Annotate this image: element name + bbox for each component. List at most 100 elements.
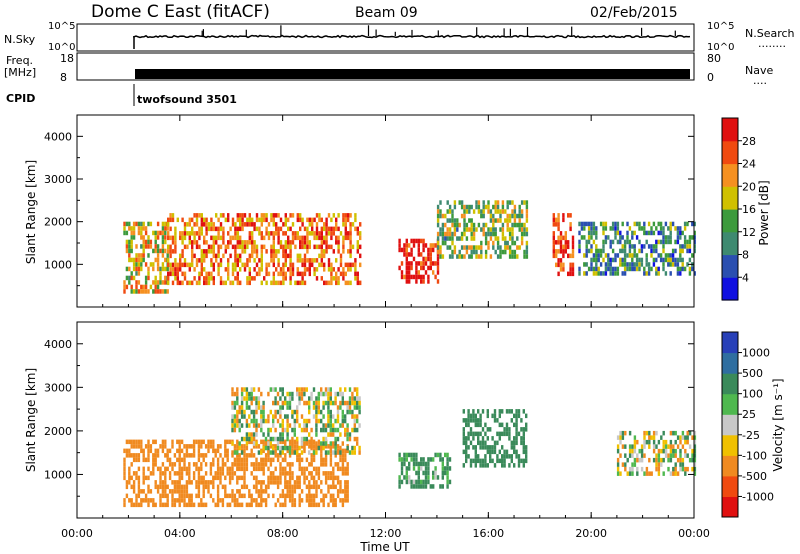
data-cell bbox=[441, 484, 444, 489]
data-cell bbox=[417, 470, 420, 476]
data-cell bbox=[233, 462, 237, 467]
data-cell bbox=[282, 231, 285, 236]
data-cell bbox=[252, 462, 256, 467]
data-cell bbox=[522, 427, 525, 432]
data-cell bbox=[174, 235, 177, 241]
data-cell bbox=[643, 226, 646, 231]
data-cell bbox=[619, 471, 622, 476]
data-cell bbox=[691, 235, 694, 240]
data-cell bbox=[436, 240, 440, 246]
data-cell bbox=[204, 462, 208, 467]
data-cell bbox=[667, 226, 670, 231]
data-cell bbox=[590, 257, 593, 263]
data-cell bbox=[179, 231, 182, 236]
data-cell bbox=[628, 266, 632, 272]
data-cell bbox=[291, 271, 295, 277]
data-cell bbox=[623, 262, 627, 267]
data-cell bbox=[293, 498, 297, 503]
data-cell bbox=[349, 262, 352, 268]
data-cell bbox=[200, 271, 203, 277]
data-cell bbox=[281, 387, 284, 392]
data-cell bbox=[436, 245, 440, 250]
data-cell bbox=[286, 484, 289, 490]
data-cell bbox=[650, 266, 653, 272]
data-cell bbox=[291, 409, 294, 415]
data-cell bbox=[313, 258, 316, 263]
data-cell bbox=[492, 227, 495, 232]
data-cell bbox=[329, 396, 332, 401]
data-cell bbox=[436, 452, 440, 458]
data-cell bbox=[335, 226, 338, 232]
data-cell bbox=[181, 249, 184, 254]
data-cell bbox=[207, 489, 210, 494]
data-cell bbox=[552, 213, 555, 218]
data-cell bbox=[517, 413, 521, 419]
data-cell bbox=[226, 466, 229, 472]
data-cell bbox=[559, 258, 563, 263]
data-cell bbox=[344, 493, 347, 499]
data-cell bbox=[662, 444, 665, 449]
data-cell bbox=[434, 243, 437, 248]
data-cell bbox=[403, 452, 406, 458]
data-cell bbox=[567, 244, 570, 250]
data-cell bbox=[275, 280, 278, 286]
data-cell bbox=[318, 262, 321, 268]
data-cell bbox=[269, 427, 272, 433]
data-cell bbox=[434, 274, 437, 280]
data-cell bbox=[657, 239, 660, 245]
data-cell bbox=[439, 484, 442, 489]
data-cell bbox=[263, 217, 266, 223]
data-cell bbox=[640, 444, 644, 449]
data-cell bbox=[207, 484, 210, 490]
data-cell bbox=[245, 400, 249, 406]
data-cell bbox=[308, 217, 311, 223]
data-cell bbox=[269, 444, 273, 449]
data-cell bbox=[183, 484, 186, 490]
data-cell bbox=[264, 453, 268, 458]
velocity-colorbar-tick: -25 bbox=[742, 429, 760, 442]
data-cell bbox=[460, 231, 464, 237]
data-cell bbox=[674, 448, 677, 454]
data-cell bbox=[643, 453, 646, 458]
data-cell bbox=[243, 409, 246, 415]
data-cell bbox=[233, 427, 237, 433]
data-cell bbox=[339, 466, 342, 472]
data-cell bbox=[128, 453, 131, 458]
data-cell bbox=[327, 409, 330, 415]
data-cell bbox=[176, 489, 179, 494]
data-cell bbox=[470, 245, 473, 250]
data-cell bbox=[207, 244, 211, 250]
data-cell bbox=[176, 276, 179, 281]
data-cell bbox=[272, 271, 275, 277]
data-cell bbox=[522, 409, 525, 414]
x-tick-label: 00:00 bbox=[61, 527, 93, 540]
data-cell bbox=[264, 457, 268, 463]
data-cell bbox=[252, 441, 256, 446]
data-cell bbox=[284, 466, 287, 472]
data-cell bbox=[301, 222, 304, 227]
data-cell bbox=[669, 448, 673, 454]
data-cell bbox=[298, 400, 301, 406]
data-cell bbox=[432, 247, 435, 253]
data-cell bbox=[681, 457, 685, 463]
data-cell bbox=[289, 280, 292, 286]
data-cell bbox=[688, 271, 692, 276]
data-cell bbox=[164, 489, 167, 494]
data-cell bbox=[191, 240, 194, 245]
data-cell bbox=[296, 457, 299, 463]
data-cell bbox=[645, 439, 649, 445]
data-cell bbox=[128, 466, 131, 472]
data-cell bbox=[481, 440, 485, 446]
data-cell bbox=[303, 262, 307, 268]
data-cell bbox=[479, 445, 482, 450]
data-cell bbox=[193, 267, 196, 272]
data-cell bbox=[181, 240, 184, 245]
data-cell bbox=[267, 235, 271, 241]
data-cell bbox=[619, 453, 622, 458]
data-cell bbox=[616, 239, 620, 245]
data-cell bbox=[621, 430, 625, 436]
data-cell bbox=[325, 226, 328, 232]
data-cell bbox=[269, 457, 273, 463]
data-cell bbox=[193, 253, 196, 259]
data-cell bbox=[152, 466, 155, 472]
